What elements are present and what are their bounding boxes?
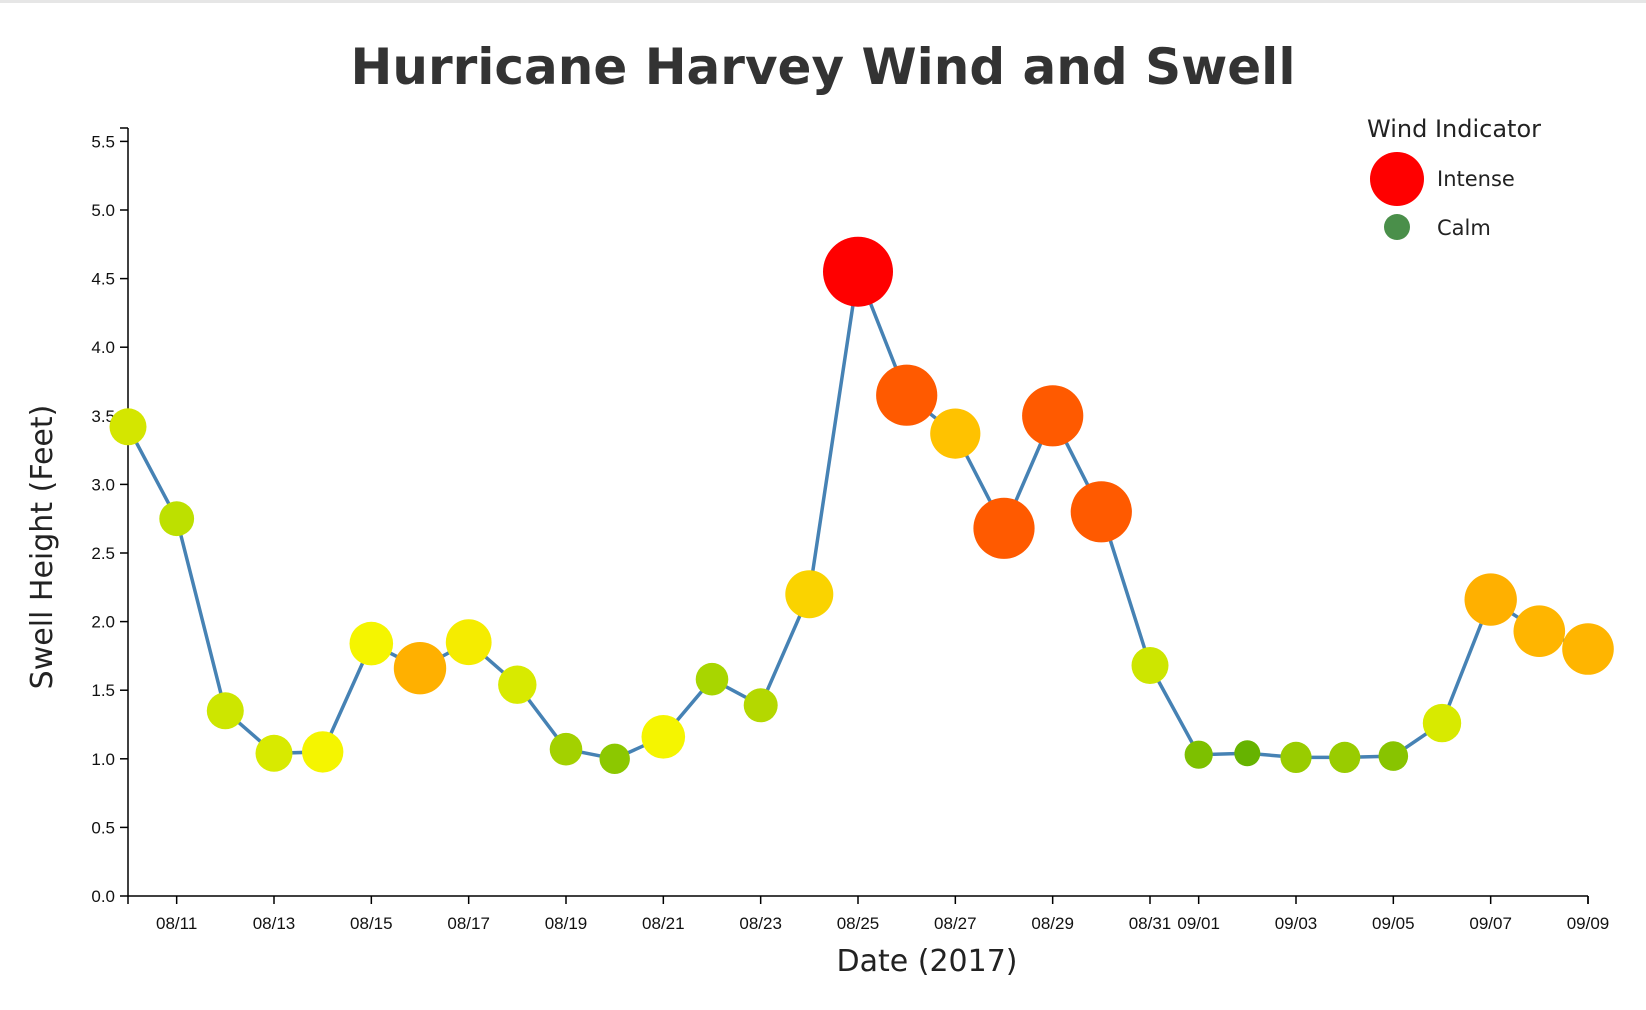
data-point — [255, 734, 293, 772]
y-tick-label: 4.5 — [91, 270, 115, 289]
data-point — [1234, 740, 1261, 767]
x-tick-label: 08/19 — [545, 914, 588, 933]
x-axis-label: Date (2017) — [837, 944, 1018, 979]
y-axis: 0.0 0.5 1.0 1.5 2.0 2.5 3.0 3.5 4.0 4.5 5.0 5.5 — [91, 127, 129, 906]
data-point — [785, 570, 834, 619]
data-point — [876, 364, 938, 426]
data-point — [1562, 623, 1614, 675]
y-tick-label: 2.5 — [91, 544, 115, 563]
y-tick-label: 1.0 — [91, 750, 115, 769]
data-point — [1513, 605, 1566, 657]
data-point — [1184, 740, 1213, 769]
legend-intense-dot — [1370, 152, 1424, 206]
x-tick-label: 09/09 — [1567, 914, 1610, 933]
data-point — [1422, 703, 1462, 743]
data-point — [1378, 741, 1409, 771]
x-tick-label: 08/11 — [156, 914, 197, 933]
swell-line — [126, 265, 1589, 761]
top-border — [0, 0, 1646, 3]
data-point — [109, 408, 147, 446]
x-tick-label: 08/13 — [253, 914, 296, 933]
data-point — [641, 715, 686, 759]
x-tick-label: 08/29 — [1031, 914, 1074, 933]
data-point — [159, 501, 195, 537]
y-tick-label: 5.5 — [91, 132, 115, 151]
data-point — [823, 236, 893, 307]
data-point — [973, 497, 1035, 559]
y-tick-label: 4.0 — [91, 338, 115, 357]
y-tick-label: 3.0 — [91, 475, 115, 494]
data-point — [206, 692, 244, 730]
x-tick-label: 09/07 — [1469, 914, 1512, 933]
x-tick-label: 09/05 — [1372, 914, 1415, 933]
y-tick-label: 5.0 — [91, 201, 115, 220]
x-tick-label: 08/21 — [642, 914, 685, 933]
x-tick-label: 08/17 — [447, 914, 490, 933]
legend-calm-label: Calm — [1437, 216, 1491, 240]
x-tick-label: 09/03 — [1275, 914, 1318, 933]
data-point — [349, 621, 394, 666]
y-tick-label: 1.5 — [91, 681, 115, 700]
legend-calm-dot — [1384, 214, 1410, 240]
data-point — [549, 732, 583, 766]
data-point — [1070, 481, 1132, 543]
y-axis-label: Swell Height (Feet) — [25, 405, 60, 690]
data-point — [599, 743, 630, 774]
data-point — [695, 662, 729, 696]
data-point — [1329, 741, 1361, 774]
data-point — [393, 642, 447, 695]
x-tick-label: 08/31 — [1129, 914, 1172, 933]
data-point — [445, 619, 492, 666]
x-axis: 08/11 08/13 08/15 08/17 08/19 08/21 08/23 08/25… — [127, 895, 1610, 933]
data-point — [1022, 385, 1084, 447]
legend: Wind Indicator Intense Calm — [1367, 115, 1541, 240]
x-tick-label: 08/23 — [739, 914, 782, 933]
x-tick-label: 08/15 — [350, 914, 393, 933]
data-point — [1464, 573, 1517, 626]
legend-intense-label: Intense — [1437, 167, 1515, 191]
legend-title: Wind Indicator — [1367, 115, 1541, 143]
data-point — [1131, 647, 1169, 684]
y-tick-label: 0.5 — [91, 818, 115, 837]
data-point — [1280, 741, 1312, 774]
data-point — [743, 688, 778, 723]
data-points — [109, 236, 1614, 774]
x-tick-label: 09/01 — [1177, 914, 1220, 933]
chart-title: Hurricane Harvey Wind and Swell — [351, 38, 1296, 96]
y-tick-label: 2.0 — [91, 613, 115, 632]
data-point — [302, 731, 344, 773]
data-point — [498, 665, 537, 704]
data-point — [930, 408, 981, 459]
x-tick-label: 08/27 — [934, 914, 977, 933]
y-tick-label: 0.0 — [91, 887, 115, 906]
y-tick-label: 3.5 — [91, 407, 115, 426]
x-tick-label: 08/25 — [837, 914, 880, 933]
